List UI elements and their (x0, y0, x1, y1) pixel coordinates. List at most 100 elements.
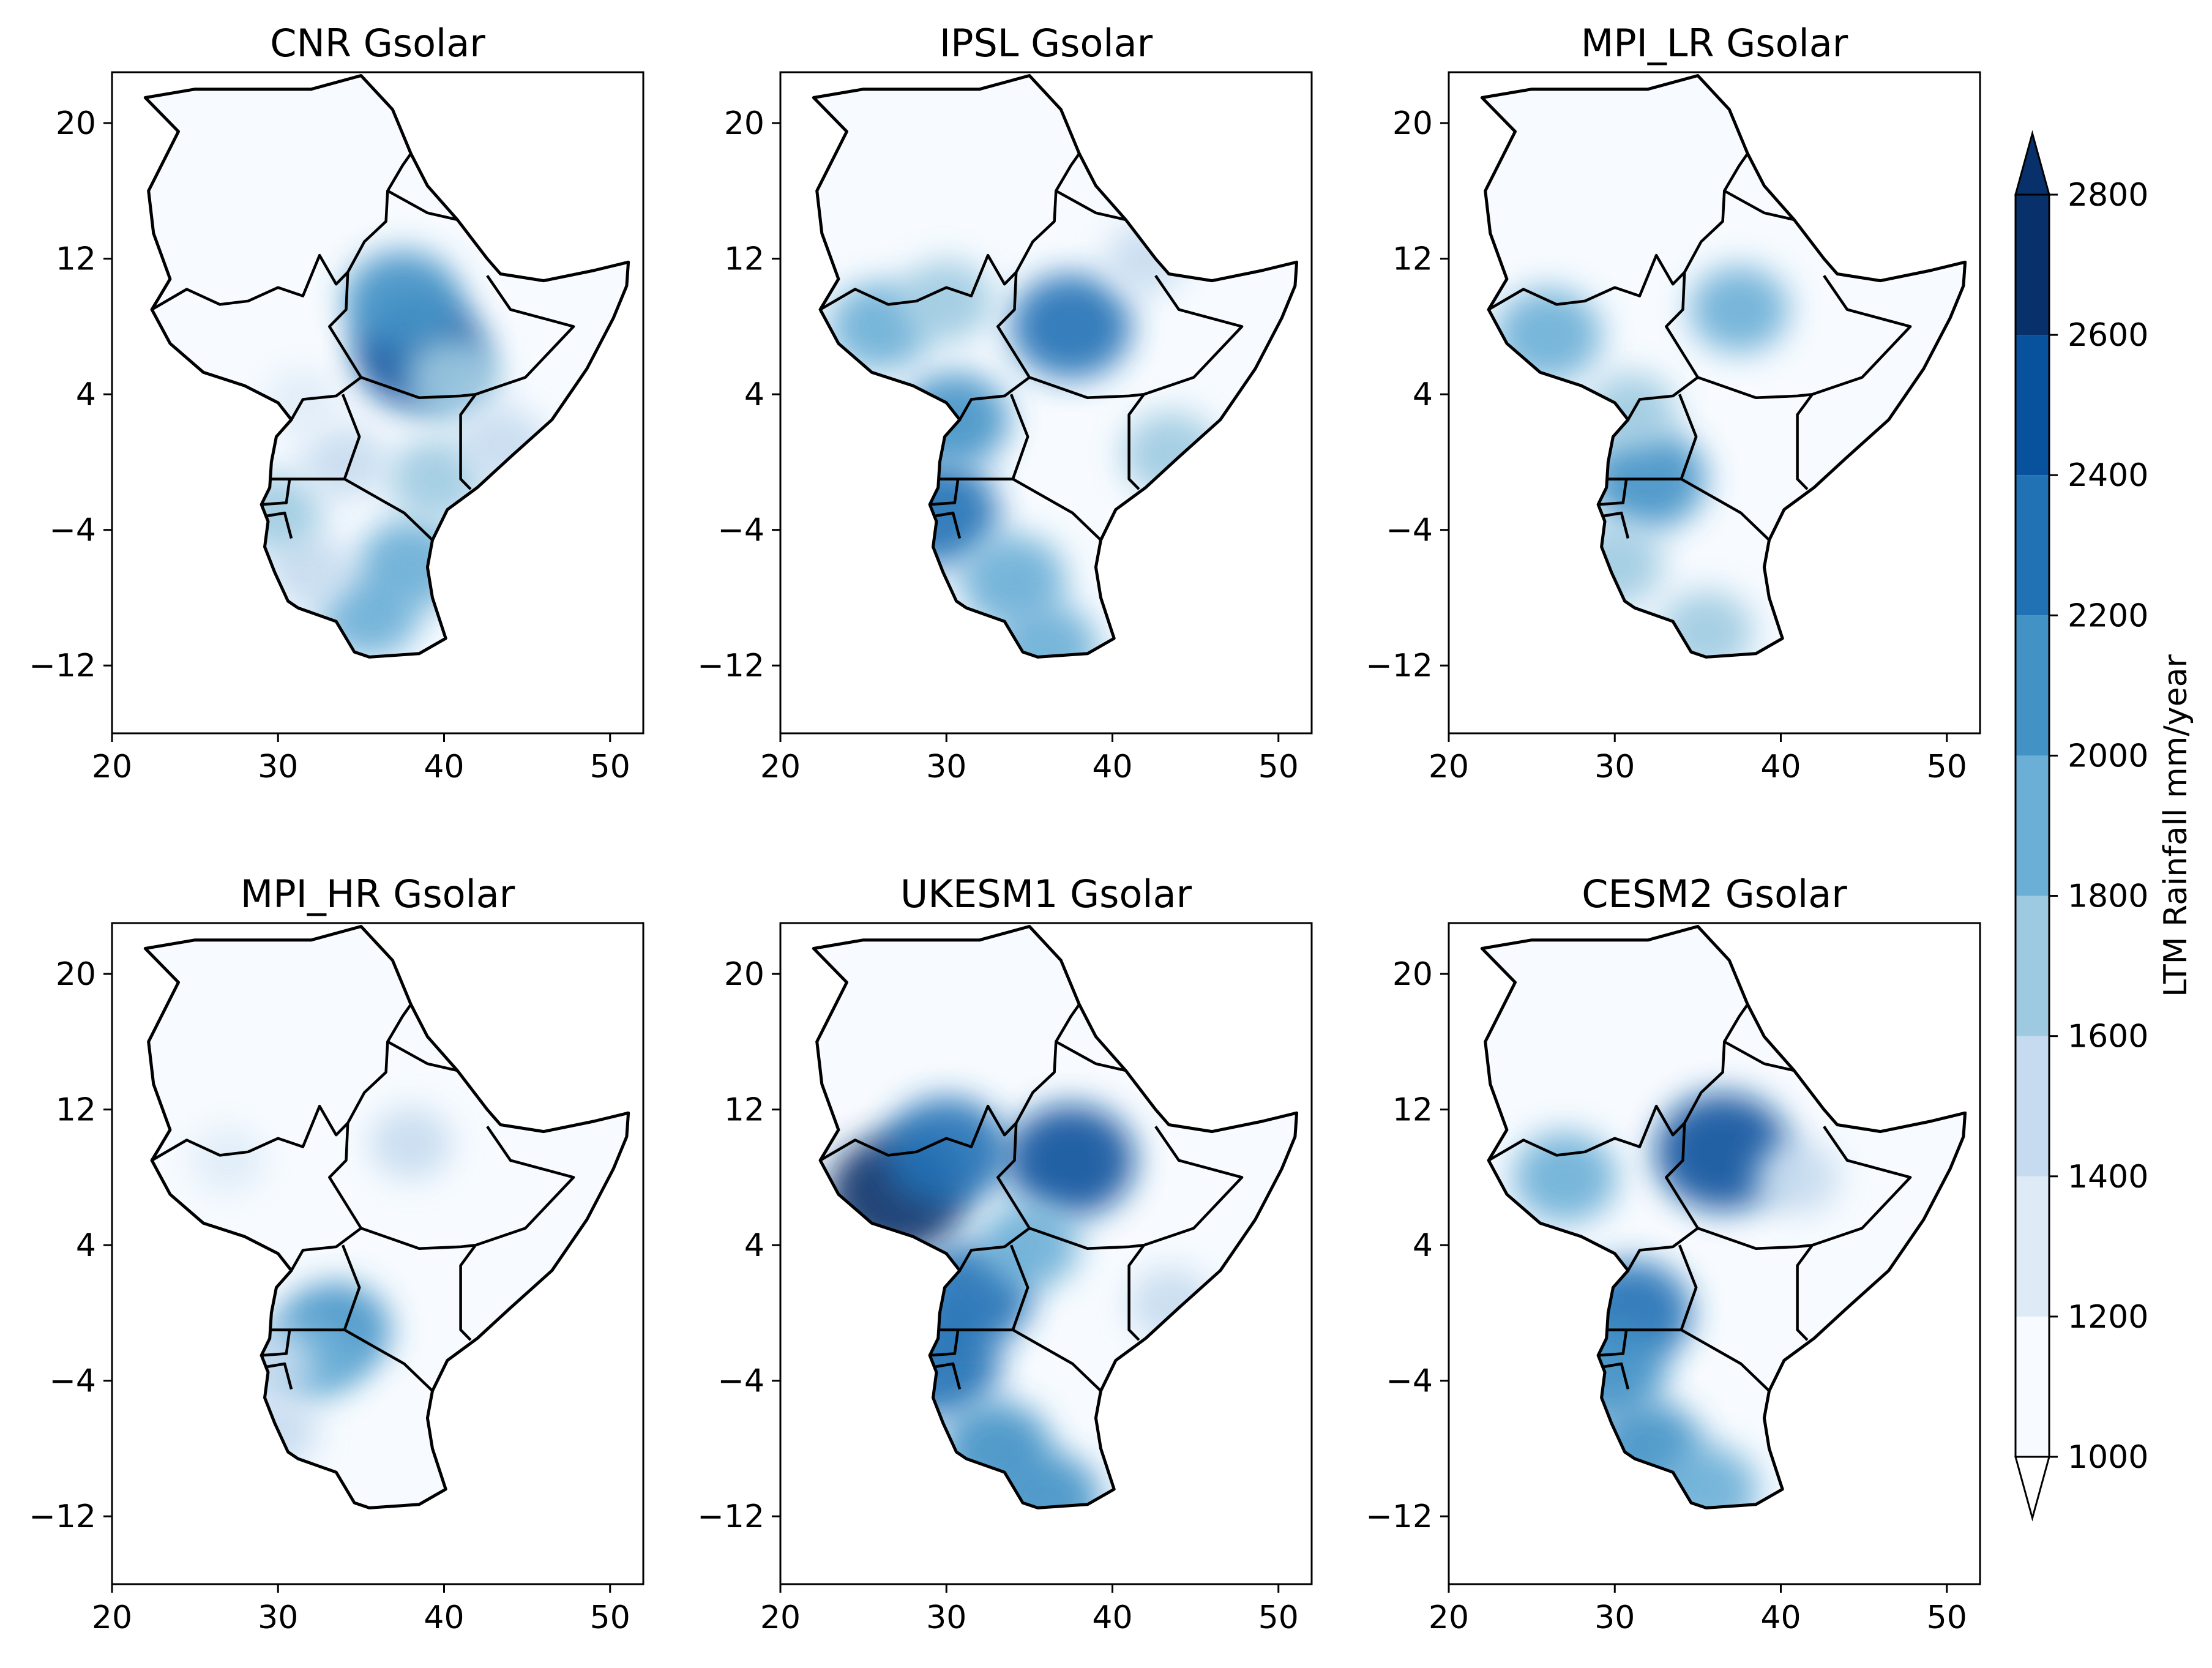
y-tick-label: −4 (717, 1363, 764, 1400)
rainfall-hotspot (190, 1128, 266, 1194)
country-border (1678, 1244, 1698, 1331)
x-tick-label: 30 (258, 749, 298, 785)
country-border (819, 253, 1017, 311)
axes-frame (111, 922, 645, 1585)
rainfall-hotspot (1659, 590, 1754, 657)
region-outline (143, 74, 630, 659)
x-tick-label: 40 (1760, 1599, 1801, 1636)
x-tick-label: 50 (590, 1599, 630, 1636)
rainfall-hotspot (979, 1202, 1079, 1288)
colorbar-extend-max (2014, 130, 2050, 196)
country-border (459, 1244, 477, 1341)
x-tick-label: 20 (760, 1599, 801, 1636)
colorbar-tick-label: 1400 (2068, 1159, 2148, 1195)
colorbar-tick-label: 2600 (2068, 317, 2148, 354)
rainfall-hotspot (899, 260, 994, 342)
panel-title: UKESM1 Gsolar (900, 872, 1192, 916)
rainfall-hotspot (1007, 1104, 1135, 1216)
country-border (271, 1328, 434, 1392)
country-border (940, 1328, 1102, 1392)
country-border (1127, 393, 1145, 490)
colorbar-bin (2016, 615, 2049, 756)
y-tick-label: 4 (76, 376, 96, 413)
country-border (328, 1123, 575, 1250)
country-border (929, 1330, 960, 1357)
colorbar-label: LTM Rainfall mm/year (2158, 654, 2194, 997)
country-border (1683, 152, 1749, 273)
y-tick-label: 4 (1413, 1227, 1433, 1264)
region-outline (1480, 74, 1967, 659)
country-border (1597, 479, 1628, 506)
country-border (346, 152, 413, 273)
colorbar: 1000 1200 1400 1600 1800 2000 2200 2400 2600 2800… (2014, 130, 2194, 1522)
map-panel: CESM2 Gsolar 20 30 40 50 20 12 4 −4 −12 (1366, 872, 1981, 1636)
map-panel: MPI_LR Gsolar 20 30 40 50 20 12 4 −4 −12 (1366, 21, 1981, 785)
country-border (261, 1330, 291, 1357)
country-border (940, 477, 1102, 541)
country-border (996, 1123, 1244, 1250)
y-tick-label: 12 (1392, 241, 1433, 278)
panel-title: MPI_LR Gsolar (1581, 21, 1848, 65)
country-border (261, 479, 291, 506)
country-border (346, 1003, 413, 1124)
country-border (958, 1227, 1031, 1271)
axes-frame (1448, 71, 1981, 735)
y-tick-label: 12 (56, 241, 96, 278)
x-tick-label: 20 (1429, 1599, 1469, 1636)
x-tick-label: 50 (1927, 749, 1967, 785)
x-tick-label: 40 (1092, 1599, 1132, 1636)
rainfall-hotspot (1495, 288, 1602, 381)
x-tick-label: 40 (1092, 749, 1132, 785)
x-tick-label: 20 (760, 749, 801, 785)
y-tick-label: 20 (724, 105, 764, 142)
colorbar-bin (2016, 1036, 2049, 1176)
rainfall-hotspot (1755, 1140, 1840, 1214)
country-border (1608, 477, 1771, 541)
colorbar-tick-label: 2800 (2068, 177, 2148, 214)
rainfall-hotspot (458, 407, 546, 484)
colorbar-bin (2016, 1316, 2049, 1457)
y-tick-label: 20 (724, 956, 764, 993)
country-border (933, 1362, 962, 1390)
country-border (1055, 189, 1126, 222)
map-panels: CNR Gsolar 20 30 40 50 20 12 4 −4 −12 IPSL Gsolar 2… (29, 21, 1981, 1636)
rainfall-hotspot (403, 335, 501, 420)
y-tick-label: 4 (744, 376, 764, 413)
colorbar-tick-label: 1000 (2068, 1439, 2148, 1476)
rainfall-hotspot (992, 1452, 1100, 1508)
region-outline (812, 74, 1299, 659)
country-border (1724, 189, 1795, 222)
country-border (1626, 376, 1699, 421)
y-tick-label: 12 (724, 1092, 764, 1129)
country-border (1009, 1244, 1029, 1331)
country-border (1597, 1330, 1628, 1357)
country-border (151, 1104, 349, 1162)
rainfall-hotspot (269, 535, 354, 610)
y-tick-label: −4 (1386, 1363, 1433, 1400)
colorbar-bin (2016, 195, 2049, 335)
colorbar-tick-label: 1800 (2068, 878, 2148, 915)
map-panel: UKESM1 Gsolar 20 30 40 50 20 12 4 −4 −12 (697, 872, 1313, 1636)
y-tick-label: 12 (724, 241, 764, 278)
rainfall-hotspot (369, 1107, 452, 1180)
x-tick-label: 20 (1429, 749, 1469, 785)
country-border (1678, 394, 1698, 480)
x-tick-label: 50 (1258, 749, 1299, 785)
axes-frame (111, 71, 645, 735)
rainfall-hotspot (344, 250, 461, 352)
y-tick-label: 20 (1392, 105, 1433, 142)
country-border (1796, 1244, 1814, 1341)
y-tick-label: 12 (56, 1092, 96, 1129)
country-border (459, 393, 477, 490)
country-border (387, 189, 458, 222)
rainfall-hotspot (993, 603, 1099, 657)
country-border (958, 376, 1031, 421)
country-border (1724, 1040, 1795, 1072)
country-border (264, 511, 293, 539)
country-border (1601, 1362, 1630, 1390)
x-tick-label: 20 (92, 1599, 132, 1636)
country-border (328, 272, 575, 399)
country-border (1127, 1244, 1145, 1341)
country-border (341, 394, 361, 480)
y-tick-label: −4 (49, 1363, 96, 1400)
